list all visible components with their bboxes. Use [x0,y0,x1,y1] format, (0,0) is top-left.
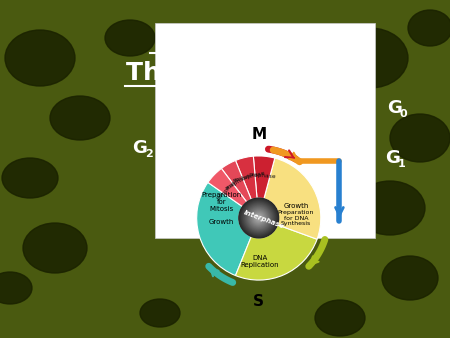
Circle shape [253,213,264,223]
Circle shape [242,201,276,235]
Text: G: G [132,139,147,157]
Circle shape [254,213,263,223]
Text: The Cell Cycle: The Cell Cycle [126,61,324,85]
Circle shape [256,215,262,221]
Text: Preparation
for
Mitosis: Preparation for Mitosis [202,192,242,212]
Ellipse shape [50,96,110,140]
Circle shape [255,214,263,222]
Text: G: G [385,149,400,167]
Wedge shape [235,156,257,200]
Circle shape [250,210,267,226]
Ellipse shape [390,114,450,162]
Ellipse shape [332,28,408,88]
Text: prophase: prophase [248,172,276,180]
Wedge shape [235,225,317,280]
Wedge shape [208,168,247,207]
Wedge shape [197,183,251,275]
Circle shape [240,199,277,237]
Circle shape [245,204,273,232]
Circle shape [246,206,271,231]
Ellipse shape [105,20,155,56]
Text: 2: 2 [145,149,153,159]
Text: G: G [387,99,402,117]
Ellipse shape [140,299,180,327]
Ellipse shape [5,30,75,86]
Circle shape [258,217,259,219]
Text: telophase: telophase [216,176,240,201]
Circle shape [248,208,269,228]
Circle shape [257,217,260,219]
Ellipse shape [0,272,32,304]
Circle shape [249,209,268,227]
Text: DNA
Replication: DNA Replication [241,255,279,268]
Ellipse shape [382,256,438,300]
Ellipse shape [2,158,58,198]
Circle shape [243,203,274,233]
Ellipse shape [355,181,425,235]
Circle shape [257,216,261,220]
Circle shape [256,215,261,221]
Circle shape [253,212,265,224]
Circle shape [252,211,266,225]
Circle shape [239,199,278,237]
Ellipse shape [23,223,87,273]
Text: 0: 0 [400,109,408,119]
Text: Preparation
for DNA
Synthesis: Preparation for DNA Synthesis [278,210,314,226]
Ellipse shape [408,10,450,46]
Text: Growth: Growth [284,202,309,209]
Circle shape [247,206,270,230]
Circle shape [249,208,269,228]
Text: metaphase: metaphase [232,171,266,183]
Circle shape [246,205,272,231]
Text: S: S [253,294,264,309]
Text: Interphase: Interphase [243,209,285,230]
Circle shape [243,202,274,234]
Circle shape [239,198,279,238]
Circle shape [241,200,277,236]
Text: Growth: Growth [209,219,234,225]
Ellipse shape [315,300,365,336]
Bar [155,23,375,238]
Wedge shape [221,161,251,202]
Text: 1: 1 [398,159,406,169]
Text: M: M [251,127,266,142]
Text: anaphase: anaphase [224,172,252,191]
Circle shape [244,203,273,233]
Circle shape [248,207,270,229]
Text: Section 5: Section 5 [159,28,291,52]
Wedge shape [264,158,321,239]
Wedge shape [253,156,275,199]
Circle shape [251,210,267,226]
Circle shape [252,211,266,225]
Circle shape [242,201,275,235]
